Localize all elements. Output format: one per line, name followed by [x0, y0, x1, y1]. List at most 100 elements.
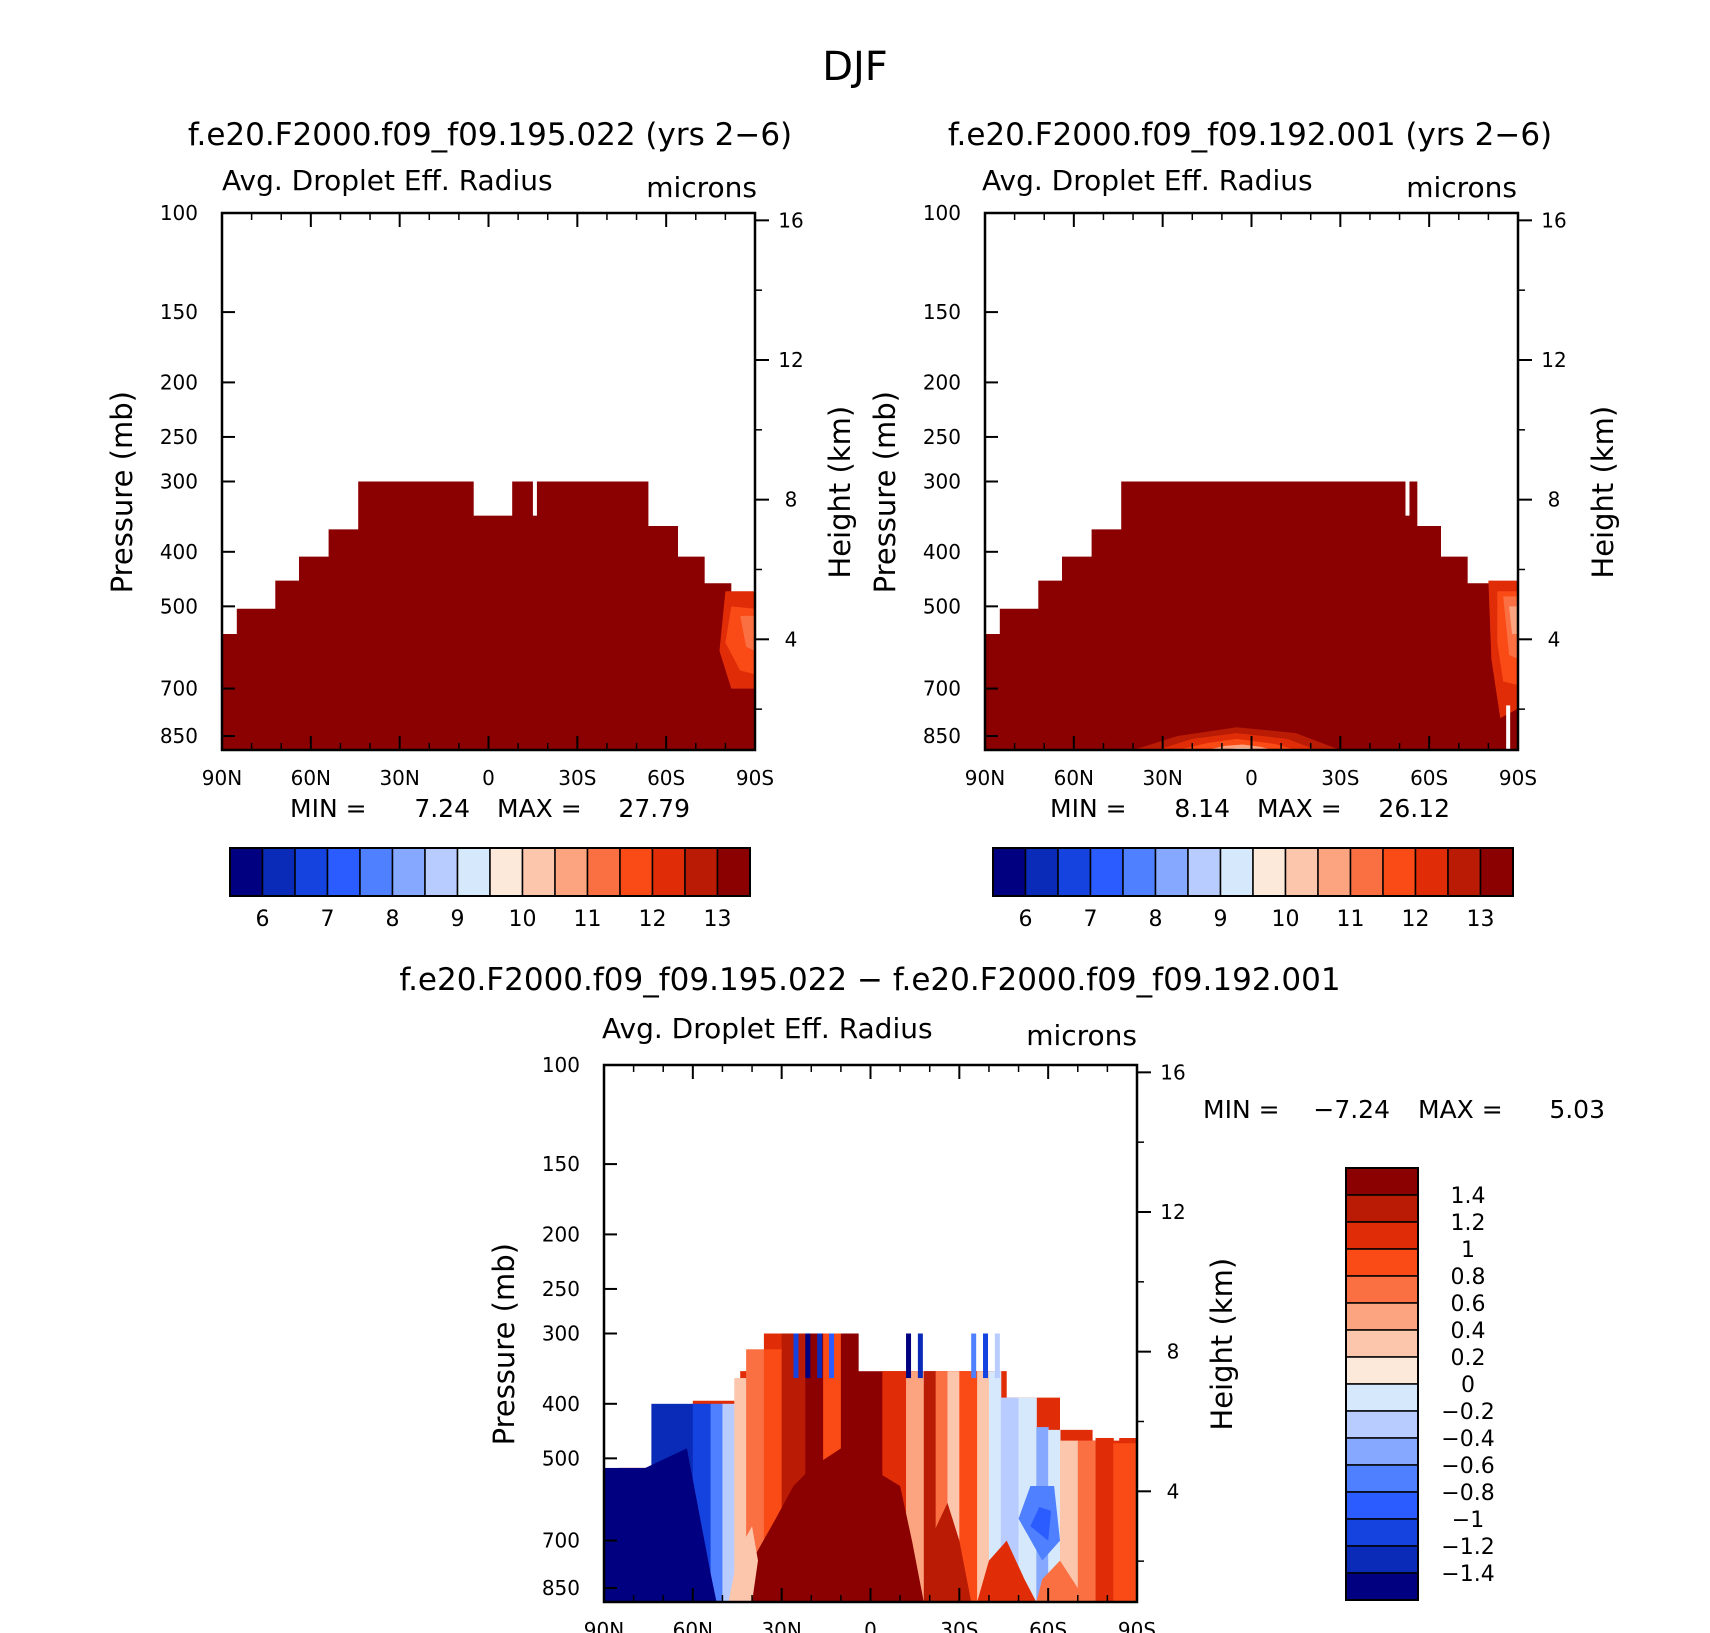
colorbar-cell — [326, 847, 361, 897]
colorbar-cell — [1187, 847, 1222, 897]
field-contour — [1036, 1560, 1090, 1602]
colorbar-label: −0.8 — [1441, 1481, 1494, 1506]
colorbar-cell — [1345, 1302, 1419, 1331]
panel-3-max-value: 5.03 — [1549, 1095, 1605, 1124]
colorbar-cell — [1345, 1437, 1419, 1466]
panel-1-colorbar: 6 7 8 9 10 11 12 13 — [229, 847, 751, 932]
y-tick-label: 850 — [542, 1576, 580, 1600]
y-tick-label: 500 — [923, 594, 961, 618]
colorbar-cell — [1345, 1194, 1419, 1223]
y-axis-label: Pressure (mb) — [868, 391, 902, 593]
panel-3-min-value: −7.24 — [1313, 1095, 1390, 1124]
panel-2-title: f.e20.F2000.f09_f09.192.001 (yrs 2−6) — [948, 117, 1552, 153]
panel-3-title: f.e20.F2000.f09_f09.195.022 − f.e20.F200… — [399, 962, 1340, 998]
y-tick-label: 150 — [160, 300, 198, 324]
y2-tick-label: 16 — [778, 208, 803, 232]
colorbar-label: −0.4 — [1441, 1427, 1494, 1452]
panel-2-units: microns — [1406, 171, 1517, 204]
colorbar-label: 9 — [451, 907, 465, 932]
panel-3-variable: Avg. Droplet Eff. Radius — [602, 1012, 933, 1045]
panel-2-variable: Avg. Droplet Eff. Radius — [982, 164, 1313, 197]
colorbar-cell — [684, 847, 719, 897]
panel-3-field — [604, 1333, 1137, 1602]
field-streak — [805, 1333, 811, 1379]
field-band — [977, 1371, 990, 1602]
x-tick-label: 60S — [1410, 766, 1448, 790]
colorbar-cell — [992, 847, 1027, 897]
colorbar-label: 1.4 — [1451, 1184, 1486, 1209]
y2-tick-label: 8 — [785, 488, 798, 512]
field-streak — [793, 1333, 799, 1379]
panel-2: f.e20.F2000.f09_f09.192.001 (yrs 2−6) Av… — [868, 117, 1620, 932]
colorbar-label: 0 — [1461, 1373, 1475, 1398]
colorbar-label: 10 — [1272, 907, 1300, 932]
colorbar-label: 1.2 — [1451, 1211, 1486, 1236]
y-axis-label: Pressure (mb) — [487, 1243, 521, 1445]
colorbar-label: 0.6 — [1451, 1292, 1486, 1317]
x-tick-label: 60N — [673, 1618, 713, 1633]
field-streak — [917, 1333, 923, 1379]
field-band — [988, 1371, 1002, 1602]
panel-2-min-label: MIN = — [1050, 794, 1127, 823]
colorbar-cell — [489, 847, 524, 897]
colorbar-label: 0.4 — [1451, 1319, 1486, 1344]
field-band — [959, 1371, 978, 1602]
colorbar-label: 8 — [1149, 907, 1163, 932]
panel-2-colorbar: 6 7 8 9 10 11 12 13 — [992, 847, 1514, 932]
colorbar-cell — [1414, 847, 1449, 897]
colorbar-cell — [424, 847, 459, 897]
panel-3-axes: 90N 60N 30N 0 30S 60S 90S 100 150 200 250 300 400 500… — [487, 1053, 1239, 1633]
y-tick-label: 400 — [923, 540, 961, 564]
panel-2-field — [985, 481, 1518, 750]
x-tick-label: 60S — [1029, 1618, 1067, 1633]
field-contour — [923, 1502, 972, 1602]
y-tick-label: 100 — [542, 1053, 580, 1077]
gap — [532, 481, 537, 516]
panel-2-min-value: 8.14 — [1174, 794, 1230, 823]
colorbar-cell — [1345, 1356, 1419, 1385]
colorbar-cell — [716, 847, 751, 897]
colorbar-cell — [1024, 847, 1059, 897]
colorbar-label: 6 — [1019, 907, 1033, 932]
colorbar-cell — [1345, 1248, 1419, 1277]
x-tick-label: 90S — [1499, 766, 1537, 790]
y-tick-label: 850 — [923, 724, 961, 748]
colorbar-cell — [1317, 847, 1352, 897]
colorbar-label: −1.4 — [1441, 1562, 1494, 1587]
field-band — [1077, 1440, 1097, 1602]
gap — [1405, 481, 1410, 516]
colorbar-label: 9 — [1214, 907, 1228, 932]
panel-3-colorbar: 1.41.210.80.60.40.20−0.2−0.4−0.6−0.8−1−1… — [1345, 1167, 1495, 1601]
gap — [1506, 705, 1511, 750]
x-tick-label: 60N — [291, 766, 331, 790]
colorbar-cell — [1345, 1275, 1419, 1304]
colorbar-cell — [1345, 1221, 1419, 1250]
panel-3-min-label: MIN = — [1203, 1095, 1280, 1124]
panel-3: f.e20.F2000.f09_f09.195.022 − f.e20.F200… — [399, 962, 1605, 1633]
field-streak — [829, 1333, 835, 1379]
y-axis-label: Pressure (mb) — [105, 391, 139, 593]
panel-1-max-value: 27.79 — [618, 794, 690, 823]
field-contour — [740, 615, 755, 651]
colorbar-cell — [1219, 847, 1254, 897]
colorbar-cell — [1345, 1383, 1419, 1412]
panel-2-max-label: MAX = — [1257, 794, 1342, 823]
panel-1-min-value: 7.24 — [414, 794, 470, 823]
panel-1-max-label: MAX = — [497, 794, 582, 823]
panel-3-max-label: MAX = — [1418, 1095, 1503, 1124]
field-band — [1060, 1440, 1079, 1602]
colorbar-cell — [1089, 847, 1124, 897]
field-contour — [977, 1540, 1037, 1602]
field-contour — [1509, 606, 1518, 635]
colorbar-cell — [359, 847, 394, 897]
x-tick-label: 30N — [379, 766, 419, 790]
x-tick-label: 0 — [864, 1618, 877, 1633]
field-region — [985, 481, 1518, 750]
colorbar-cell — [294, 847, 329, 897]
y-tick-label: 200 — [160, 370, 198, 394]
gap — [473, 481, 513, 516]
y-tick-label: 100 — [923, 201, 961, 225]
panel-1-units: microns — [646, 171, 757, 204]
colorbar-cell — [1252, 847, 1287, 897]
